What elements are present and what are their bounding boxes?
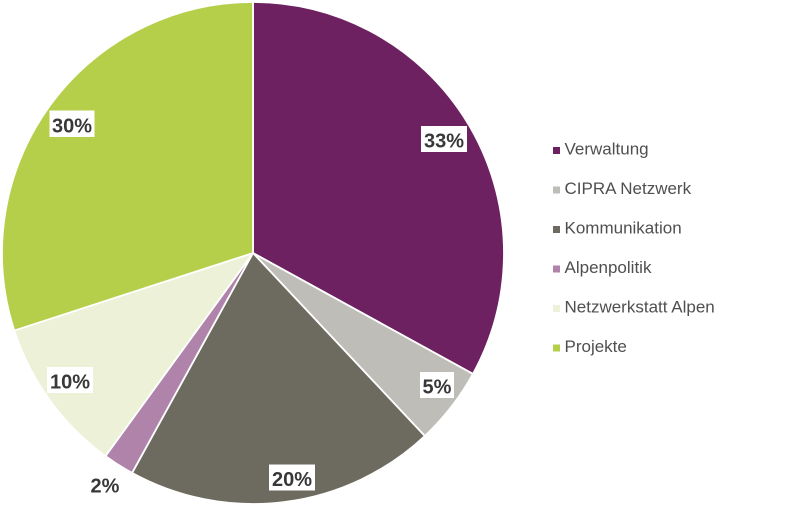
svg-text:Verwaltung: Verwaltung [565,140,649,159]
svg-text:Netzwerkstatt Alpen: Netzwerkstatt Alpen [565,298,715,317]
svg-text:30%: 30% [52,115,92,137]
svg-text:Kommunikation: Kommunikation [565,219,682,238]
svg-text:5%: 5% [423,376,452,398]
svg-text:Projekte: Projekte [565,337,627,356]
svg-text:33%: 33% [424,130,464,152]
svg-text:CIPRA Netzwerk: CIPRA Netzwerk [565,179,692,198]
svg-text:10%: 10% [50,371,90,393]
svg-text:Alpenpolitik: Alpenpolitik [565,258,652,277]
svg-text:2%: 2% [91,475,120,497]
svg-text:20%: 20% [272,469,312,491]
